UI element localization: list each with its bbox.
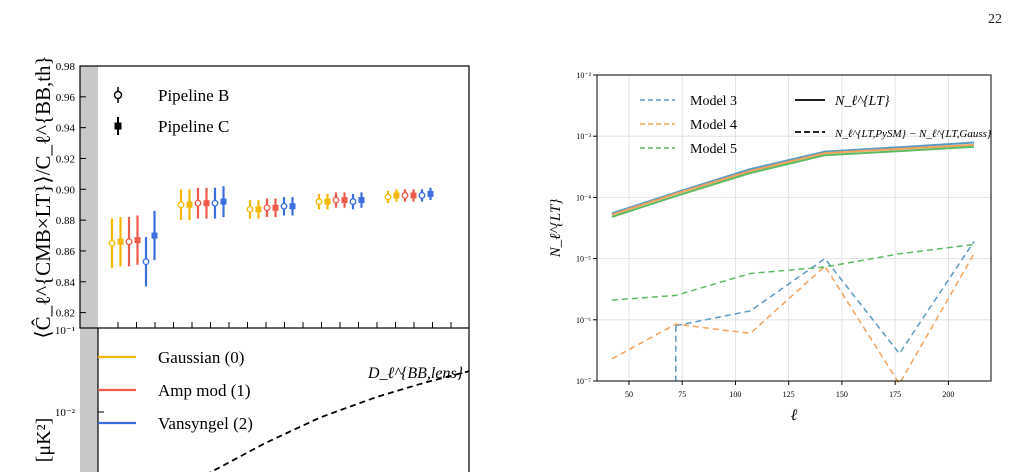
right-xtick-label: 200: [942, 390, 954, 399]
page-number: 22: [988, 12, 1002, 27]
right-ytick-label: 10⁻⁵: [576, 255, 591, 264]
right-frame: [596, 74, 992, 382]
lens-curve: [209, 370, 470, 472]
point-pipeline-b: [315, 198, 323, 206]
series-model-3-solid: [611, 141, 975, 215]
right-yticks: 10⁻⁷ 10⁻⁶ 10⁻⁵ 10⁻⁴ 10⁻³ 10⁻²: [576, 71, 597, 386]
top-panel-yticks: 0.82 0.84 0.86 0.88 0.90 0.92 0.94 0.96 0.98: [56, 61, 86, 320]
point-pipeline-c: [117, 238, 124, 245]
point-pipeline-c: [427, 190, 434, 197]
legend-model5: Model 5: [690, 142, 737, 157]
point-pipeline-c: [324, 198, 331, 205]
right-figure: 50 75 100 125 150 175 200 10⁻⁷ 10⁻⁶ 10⁻⁵ 10⁻⁴ 10⁻³…: [548, 71, 992, 424]
gray-band-top: [80, 66, 98, 328]
point-pipeline-c: [410, 192, 417, 199]
top-ytick-label: 0.98: [56, 61, 76, 73]
point-pipeline-b: [280, 202, 288, 210]
point-pipeline-b: [194, 199, 202, 207]
right-xtick-label: 75: [678, 390, 686, 399]
point-pipeline-c: [151, 232, 158, 239]
point-pipeline-c: [255, 206, 262, 213]
point-pipeline-c: [203, 200, 210, 207]
legend-pipeline-c: Pipeline C: [158, 117, 229, 136]
legend-ampmod: Amp mod (1): [158, 381, 251, 400]
right-xtick-label: 50: [625, 390, 633, 399]
point-pipeline-c: [341, 197, 348, 204]
point-pipeline-b: [246, 205, 254, 213]
method-legend: Gaussian (0) Amp mod (1) Vansyngel (2): [98, 348, 253, 433]
right-xlabel: ℓ: [791, 407, 798, 424]
legend-gaussian: Gaussian (0): [158, 348, 244, 367]
legend-model4: Model 4: [690, 118, 737, 133]
point-pipeline-c: [358, 197, 365, 204]
right-legend: Model 3 Model 4 Model 5 N_ℓ^{LT} N_ℓ^{LT…: [640, 94, 992, 157]
point-pipeline-b: [418, 192, 426, 199]
top-ytick-label: 0.88: [56, 215, 76, 227]
point-pipeline-b: [142, 258, 150, 266]
right-ylabel: N_ℓ^{LT}: [548, 199, 564, 258]
right-xticks: 50 75 100 125 150 175 200: [625, 381, 954, 399]
legend-model3: Model 3: [690, 94, 737, 109]
right-xtick-label: 175: [889, 390, 901, 399]
right-ytick-label: 10⁻⁷: [576, 377, 591, 386]
right-ytick-label: 10⁻⁶: [576, 316, 591, 325]
gray-band-bottom: [80, 328, 98, 472]
point-pipeline-b: [108, 239, 116, 247]
point-pipeline-b: [211, 199, 219, 207]
right-series: [611, 141, 975, 386]
series-model-3-dashed: [675, 241, 975, 355]
top-ylabel: ⟨Ĉ_ℓ^{CMB×LT}⟩/C_ℓ^{BB,th}: [31, 55, 55, 338]
top-ytick-label: 0.92: [56, 153, 75, 165]
pipeline-c-marker: [114, 122, 122, 130]
point-pipeline-c: [186, 201, 193, 208]
point-pipeline-b: [177, 201, 185, 209]
legend-vansyngel: Vansyngel (2): [158, 414, 253, 433]
point-pipeline-b: [125, 238, 133, 246]
top-ytick-label: 0.96: [56, 92, 76, 104]
top-ytick-label: 0.90: [56, 184, 76, 196]
top-panel-points: [108, 186, 434, 287]
right-ytick-label: 10⁻⁴: [576, 193, 591, 202]
top-ytick-label: 0.94: [56, 123, 76, 135]
top-ytick-label: 0.86: [56, 246, 76, 258]
left-figure: 0.82 0.84 0.86 0.88 0.90 0.92 0.94 0.96 0.98 10⁻…: [31, 55, 470, 472]
point-pipeline-b: [384, 193, 392, 201]
right-ytick-label: 10⁻³: [576, 132, 591, 141]
legend-solid: N_ℓ^{LT}: [834, 94, 890, 109]
right-ytick-label: 10⁻²: [576, 71, 591, 80]
series-model-4-dashed: [611, 253, 975, 386]
right-xtick-label: 150: [836, 390, 848, 399]
point-pipeline-c: [272, 204, 279, 211]
right-xtick-label: 100: [729, 390, 741, 399]
bottom-ytick: 10⁻²: [55, 407, 76, 419]
point-pipeline-c: [220, 198, 227, 205]
top-bottom-label: 10⁻¹: [55, 325, 75, 337]
pipeline-b-marker: [113, 90, 123, 100]
legend-dashed: N_ℓ^{LT,PySM} − N_ℓ^{LT,Gauss}: [834, 128, 992, 140]
top-ytick-label: 0.84: [56, 277, 76, 289]
bottom-ylabel: [μK²]: [33, 418, 55, 462]
series-model-5-solid: [611, 145, 975, 218]
point-pipeline-b: [349, 198, 357, 206]
top-panel-xticks: [117, 322, 452, 328]
series-model-4-solid: [611, 143, 975, 216]
pipeline-legend: Pipeline B Pipeline C: [113, 86, 229, 136]
point-pipeline-b: [401, 192, 409, 199]
legend-pipeline-b: Pipeline B: [158, 86, 229, 105]
lens-annotation: D_ℓ^{BB,lens}: [367, 365, 464, 382]
point-pipeline-c: [289, 203, 296, 210]
point-pipeline-c: [393, 192, 400, 199]
top-ytick-label: 0.82: [56, 308, 75, 320]
right-xtick-label: 125: [783, 390, 795, 399]
point-pipeline-c: [134, 237, 141, 244]
series-model-5-dashed: [611, 243, 975, 301]
top-panel-frame: [79, 65, 470, 329]
point-pipeline-b: [263, 204, 271, 212]
point-pipeline-b: [332, 196, 340, 204]
